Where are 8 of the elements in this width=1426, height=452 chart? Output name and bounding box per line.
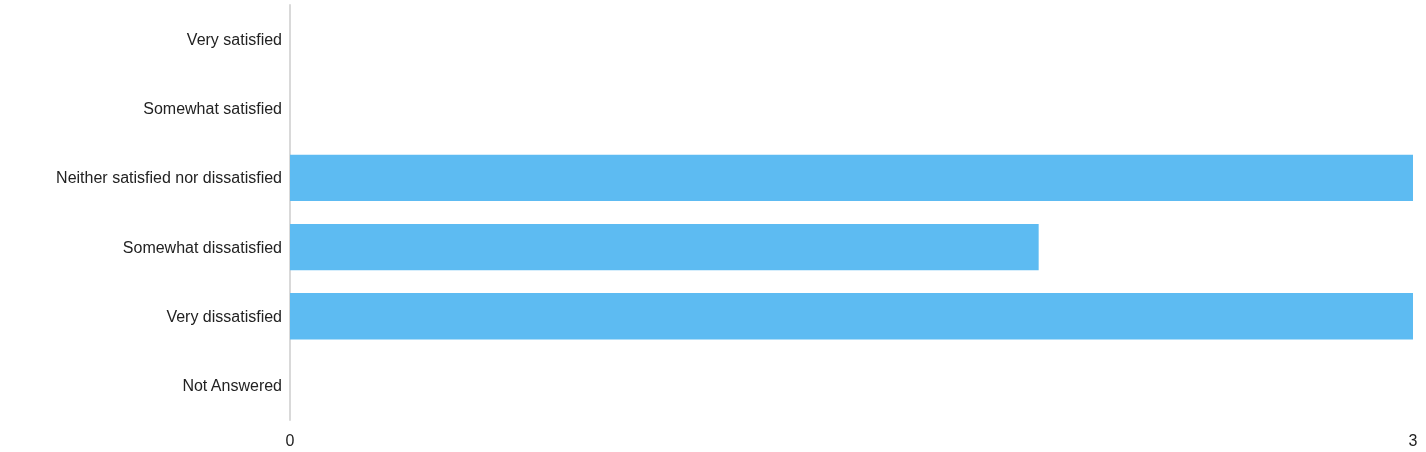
- y-tick-label: Neither satisfied nor dissatisfied: [56, 169, 282, 187]
- y-tick-label: Very dissatisfied: [166, 307, 282, 325]
- x-tick-label: 3: [1408, 431, 1418, 449]
- y-tick-label: Somewhat satisfied: [143, 100, 282, 118]
- x-tick-label: 0: [285, 431, 295, 449]
- y-tick-label: Not Answered: [182, 376, 282, 394]
- y-tick-label: Very satisfied: [186, 31, 282, 49]
- y-tick-label: Somewhat dissatisfied: [122, 238, 282, 256]
